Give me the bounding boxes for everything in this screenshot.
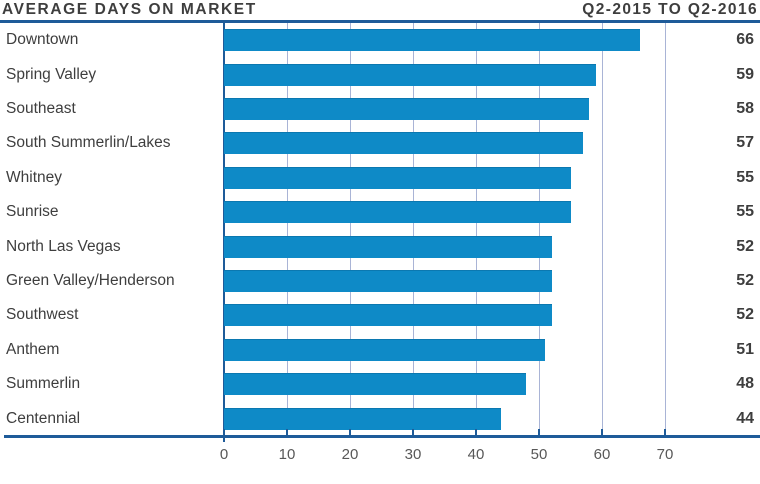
- category-label: Summerlin: [6, 375, 81, 393]
- table-row: Downtown 66: [0, 23, 760, 57]
- tick-label: 10: [278, 446, 296, 463]
- gridline: [476, 23, 477, 436]
- bar: [224, 270, 552, 293]
- tick-label: 40: [467, 446, 485, 463]
- category-label: Whitney: [6, 168, 62, 186]
- table-row: South Summerlin/Lakes 57: [0, 126, 760, 160]
- value-label: 52: [736, 237, 754, 255]
- tick-label: 30: [404, 446, 422, 463]
- value-label: 55: [736, 203, 754, 221]
- value-label: 51: [736, 340, 754, 358]
- value-label: 66: [736, 31, 754, 49]
- table-row: Anthem 51: [0, 333, 760, 367]
- chart-period: Q2-2015 TO Q2-2016: [582, 1, 758, 18]
- table-row: Sunrise 55: [0, 195, 760, 229]
- bar: [224, 201, 571, 224]
- value-label: 59: [736, 65, 754, 83]
- table-row: Green Valley/Henderson 52: [0, 264, 760, 298]
- tick-mark: [664, 429, 666, 435]
- gridline: [539, 23, 540, 436]
- bar: [224, 29, 640, 52]
- bar: [224, 304, 552, 327]
- tick-label: 20: [341, 446, 359, 463]
- tick-label: 60: [593, 446, 611, 463]
- tick-label: 70: [656, 446, 674, 463]
- tick-mark: [286, 429, 288, 435]
- table-row: Whitney 55: [0, 161, 760, 195]
- bar: [224, 132, 584, 155]
- gridline: [665, 23, 666, 436]
- table-row: Centennial 44: [0, 401, 760, 435]
- gridline: [350, 23, 351, 436]
- category-label: Southwest: [6, 306, 79, 324]
- value-label: 44: [736, 409, 754, 427]
- tick-label: 0: [219, 446, 229, 463]
- value-label: 52: [736, 272, 754, 290]
- zero-axis-line: [223, 23, 225, 442]
- value-label: 58: [736, 100, 754, 118]
- table-row: Southeast 58: [0, 92, 760, 126]
- category-label: South Summerlin/Lakes: [6, 134, 171, 152]
- table-row: Southwest 52: [0, 298, 760, 332]
- bar: [224, 407, 502, 430]
- category-label: Southeast: [6, 100, 76, 118]
- category-label: Green Valley/Henderson: [6, 272, 175, 290]
- bar-rows: Downtown 66 Spring Valley 59 Southeast 5…: [0, 23, 760, 436]
- category-label: Centennial: [6, 409, 81, 427]
- chart-title: AVERAGE DAYS ON MARKET: [2, 1, 257, 18]
- gridline: [602, 23, 603, 436]
- bar: [224, 98, 590, 121]
- table-row: Summerlin 48: [0, 367, 760, 401]
- gridline: [287, 23, 288, 436]
- x-axis-line: [4, 435, 760, 438]
- tick-label: 50: [530, 446, 548, 463]
- tick-mark: [538, 429, 540, 435]
- value-label: 52: [736, 306, 754, 324]
- value-label: 57: [736, 134, 754, 152]
- bar: [224, 63, 596, 86]
- bar: [224, 338, 546, 361]
- category-label: Spring Valley: [6, 65, 97, 83]
- bar: [224, 235, 552, 258]
- category-label: Sunrise: [6, 203, 59, 221]
- value-label: 48: [736, 375, 754, 393]
- tick-mark: [601, 429, 603, 435]
- category-label: North Las Vegas: [6, 237, 121, 255]
- table-row: North Las Vegas 52: [0, 229, 760, 263]
- category-label: Downtown: [6, 31, 79, 49]
- bar: [224, 166, 571, 189]
- header-rule: [0, 20, 760, 23]
- tick-mark: [223, 429, 225, 435]
- tick-mark: [349, 429, 351, 435]
- table-row: Spring Valley 59: [0, 57, 760, 91]
- gridline: [413, 23, 414, 436]
- bar: [224, 373, 527, 396]
- tick-mark: [475, 429, 477, 435]
- value-label: 55: [736, 168, 754, 186]
- category-label: Anthem: [6, 340, 60, 358]
- tick-mark: [412, 429, 414, 435]
